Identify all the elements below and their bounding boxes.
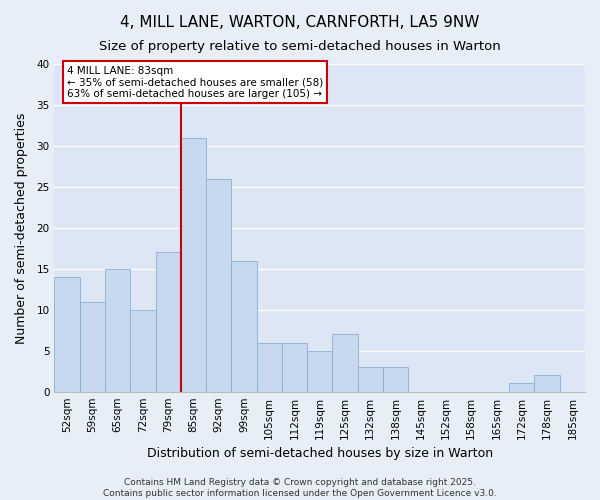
Bar <box>181 138 206 392</box>
Bar <box>231 260 257 392</box>
Bar <box>206 178 231 392</box>
Bar <box>105 269 130 392</box>
Text: 4, MILL LANE, WARTON, CARNFORTH, LA5 9NW: 4, MILL LANE, WARTON, CARNFORTH, LA5 9NW <box>121 15 479 30</box>
Bar <box>282 342 307 392</box>
Bar <box>332 334 358 392</box>
Bar <box>535 376 560 392</box>
Bar <box>55 277 80 392</box>
Y-axis label: Number of semi-detached properties: Number of semi-detached properties <box>15 112 28 344</box>
Bar <box>130 310 155 392</box>
X-axis label: Distribution of semi-detached houses by size in Warton: Distribution of semi-detached houses by … <box>146 447 493 460</box>
Text: Size of property relative to semi-detached houses in Warton: Size of property relative to semi-detach… <box>99 40 501 53</box>
Bar <box>358 367 383 392</box>
Bar <box>80 302 105 392</box>
Text: Contains HM Land Registry data © Crown copyright and database right 2025.
Contai: Contains HM Land Registry data © Crown c… <box>103 478 497 498</box>
Bar <box>257 342 282 392</box>
Text: 4 MILL LANE: 83sqm
← 35% of semi-detached houses are smaller (58)
63% of semi-de: 4 MILL LANE: 83sqm ← 35% of semi-detache… <box>67 66 323 99</box>
Bar <box>509 384 535 392</box>
Bar <box>383 367 408 392</box>
Bar <box>155 252 181 392</box>
Bar <box>307 350 332 392</box>
